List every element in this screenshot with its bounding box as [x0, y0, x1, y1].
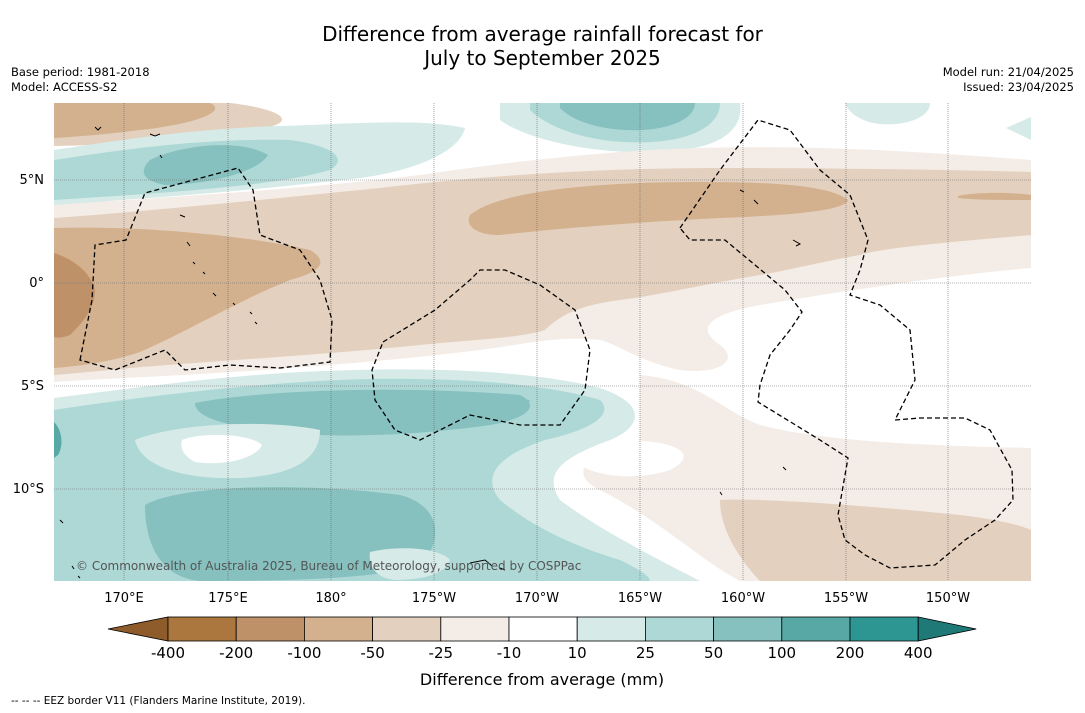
colorbar: -400 -200 -100 -50 -25 -10 10 25 50 100 200 400: [107, 616, 977, 662]
colorbar-segment: [849, 616, 919, 642]
colorbar-segment: [372, 616, 442, 642]
model-name: Model: ACCESS-S2: [11, 80, 118, 94]
contour-dry-25-central: [54, 168, 1031, 375]
contour-dry-50-nw: [54, 103, 216, 138]
colorbar-tick-label: 100: [767, 644, 796, 662]
colorbar-title: Difference from average (mm): [420, 670, 664, 689]
contour-dry-50-east: [958, 192, 1031, 200]
eez-footnote: -- -- -- EEZ border V11 (Flanders Marine…: [11, 695, 306, 707]
issued-date: Issued: 23/04/2025: [963, 80, 1074, 94]
title-line-1: Difference from average rainfall forecas…: [322, 22, 763, 46]
lon-label-160w: 160°W: [721, 591, 765, 606]
contour-wet-10-east: [1006, 117, 1031, 140]
lat-label-10s: 10°S: [13, 482, 44, 497]
lon-label-180: 180°: [315, 591, 346, 606]
contour-wet-10-pocket: [369, 548, 450, 580]
colorbar-tick-label: 25: [636, 644, 655, 662]
graticule: [54, 103, 1031, 581]
contour-dry-25-se: [720, 499, 1031, 581]
colorbar-segment: [235, 616, 305, 642]
colorbar-segment: [713, 616, 783, 642]
lon-label-175w: 175°W: [412, 591, 456, 606]
meta-left: Base period: 1981-2018 Model: ACCESS-S2: [11, 65, 150, 95]
colorbar-segment: [508, 616, 578, 642]
title-line-2: July to September 2025: [424, 46, 661, 70]
colorbar-tick-label: 200: [836, 644, 865, 662]
colorbar-extend-low: [107, 616, 169, 642]
contour-wet-50-south-lower: [145, 487, 436, 581]
lon-labels: 170°E 175°E 180° 175°W 170°W 165°W 160°W…: [104, 591, 970, 606]
contour-wet-50-north: [143, 145, 268, 185]
lat-label-5n: 5°N: [20, 173, 45, 188]
rainfall-map: [54, 103, 1031, 581]
colorbar-extend-high: [917, 616, 977, 642]
meta-right: Model run: 21/04/2025 Issued: 23/04/2025: [943, 65, 1074, 95]
colorbar-segment: [576, 616, 646, 642]
lon-label-150w: 150°W: [926, 591, 970, 606]
colorbar-tick-label: -100: [287, 644, 321, 662]
lat-label-5s: 5°S: [21, 379, 44, 394]
colorbar-segment: [303, 616, 373, 642]
model-run: Model run: 21/04/2025: [942, 65, 1074, 79]
base-period: Base period: 1981-2018: [11, 65, 150, 79]
colorbar-segment: [167, 616, 237, 642]
map-title: Difference from average rainfall forecas…: [0, 22, 1085, 70]
contour-neutral-se: [580, 440, 684, 477]
contour-dry-50-west: [54, 227, 321, 368]
contour-neutral-inner: [181, 434, 262, 464]
colorbar-tick-label: -200: [219, 644, 253, 662]
colorbar-tick-label: 10: [568, 644, 587, 662]
lat-label-0: 0°: [29, 276, 44, 291]
lon-label-170w: 170°W: [515, 591, 559, 606]
contour-wet-100-west: [54, 422, 62, 458]
colorbar-tick-label: -25: [429, 644, 454, 662]
copyright-text: © Commonwealth of Australia 2025, Bureau…: [76, 559, 581, 573]
colorbar-segment: [781, 616, 851, 642]
islands: [59, 126, 802, 579]
contour-dry-100-west: [54, 253, 95, 338]
eez-borders: [79, 119, 1014, 569]
lon-label-170e: 170°E: [104, 591, 144, 606]
colorbar-tick-label: -400: [151, 644, 185, 662]
colorbar-tick-label: 50: [704, 644, 723, 662]
contour-wet-10-ne: [845, 103, 930, 125]
lon-label-155w: 155°W: [824, 591, 868, 606]
colorbar-tick-label: -10: [497, 644, 522, 662]
lon-label-175e: 175°E: [208, 591, 248, 606]
lon-label-165w: 165°W: [618, 591, 662, 606]
contour-dry-50-central: [468, 182, 848, 235]
colorbar-segment: [440, 616, 510, 642]
colorbar-tick-label: -50: [360, 644, 385, 662]
contour-wet-50-top: [560, 103, 695, 131]
colorbar-tick-label: 400: [904, 644, 933, 662]
colorbar-segment: [645, 616, 715, 642]
lat-labels: 5°N 0° 5°S 10°S: [13, 173, 44, 497]
